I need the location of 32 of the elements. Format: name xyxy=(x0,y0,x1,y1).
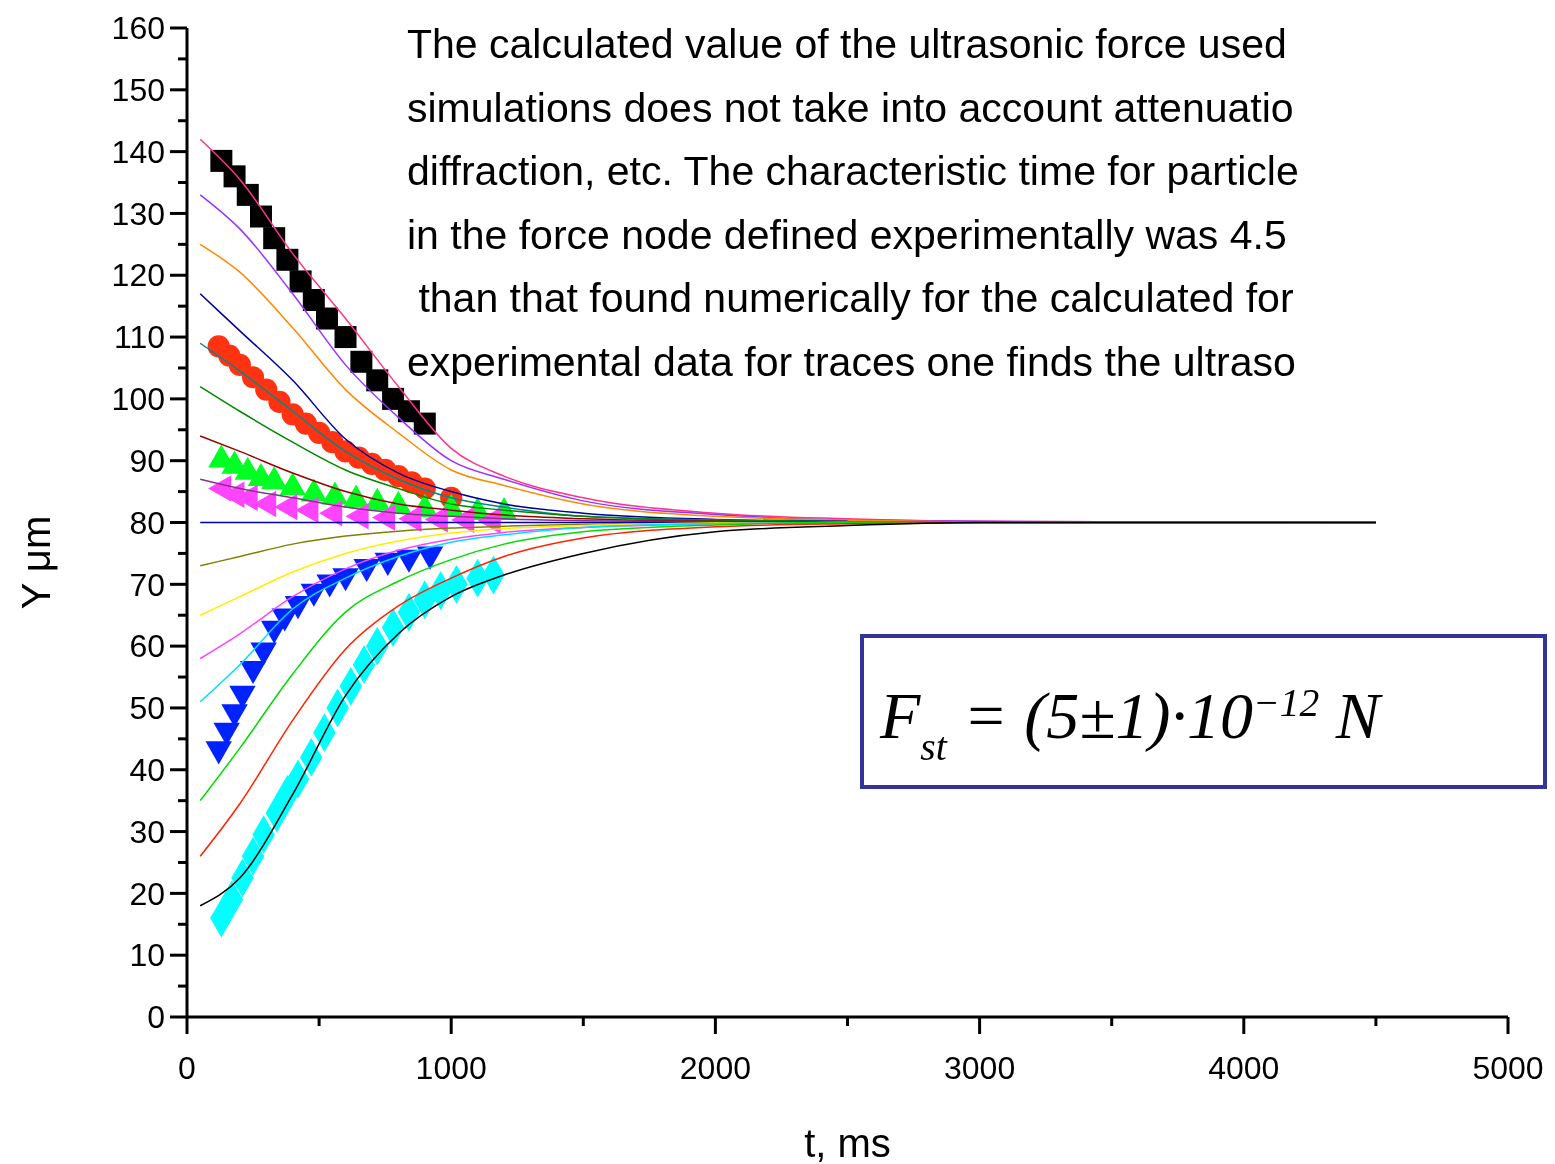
annotation: diffraction, etc. The characteristic time for particle xyxy=(407,148,1299,194)
y-axis-title: Y μm xyxy=(14,515,58,610)
y-tick-label: 10 xyxy=(129,937,165,974)
annotation: The calculated value of the ultrasonic force used xyxy=(407,21,1287,67)
annotation: in the force node defined experimentally was 4.5 xyxy=(407,211,1287,258)
x-axis-title: t, ms xyxy=(804,1121,891,1164)
y-tick-label: 40 xyxy=(129,751,165,788)
x-tick-label: 0 xyxy=(178,1050,196,1086)
annotation: simulations does not take into account attenuatio xyxy=(407,84,1294,131)
annotation: F$_{st}$ = (5±1)·10$^{−12}$ N xyxy=(879,679,1384,769)
y-tick-label: 100 xyxy=(111,381,165,418)
y-tick-label: 140 xyxy=(111,133,165,170)
y-tick-label: 120 xyxy=(111,257,165,294)
y-tick-label: 70 xyxy=(129,566,165,603)
x-tick-label: 4000 xyxy=(1208,1050,1280,1086)
y-tick-label: 160 xyxy=(111,10,165,47)
y-tick-label: 80 xyxy=(129,504,165,541)
x-tick-label: 5000 xyxy=(1472,1050,1544,1086)
y-tick-label: 90 xyxy=(129,442,165,479)
y-tick-label: 130 xyxy=(111,195,165,232)
y-tick-label: 0 xyxy=(147,999,165,1036)
y-tick-label: 20 xyxy=(129,875,165,912)
y-tick-label: 150 xyxy=(111,72,165,109)
annotation: experimental data for traces one finds the ultraso xyxy=(407,338,1296,385)
y-tick-label: 50 xyxy=(129,690,165,727)
y-tick-label: 60 xyxy=(129,628,165,665)
y-tick-label: 30 xyxy=(129,813,165,850)
x-tick-label: 1000 xyxy=(415,1050,487,1086)
y-tick-label: 110 xyxy=(113,319,165,356)
x-tick-label: 3000 xyxy=(944,1050,1016,1086)
annotation: than that found numerically for the calculated for xyxy=(407,275,1294,321)
x-tick-label: 2000 xyxy=(679,1050,751,1086)
